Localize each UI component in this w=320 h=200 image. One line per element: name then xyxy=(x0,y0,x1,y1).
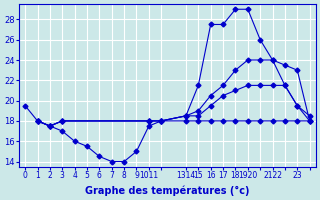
X-axis label: Graphe des températures (°c): Graphe des températures (°c) xyxy=(85,185,250,196)
